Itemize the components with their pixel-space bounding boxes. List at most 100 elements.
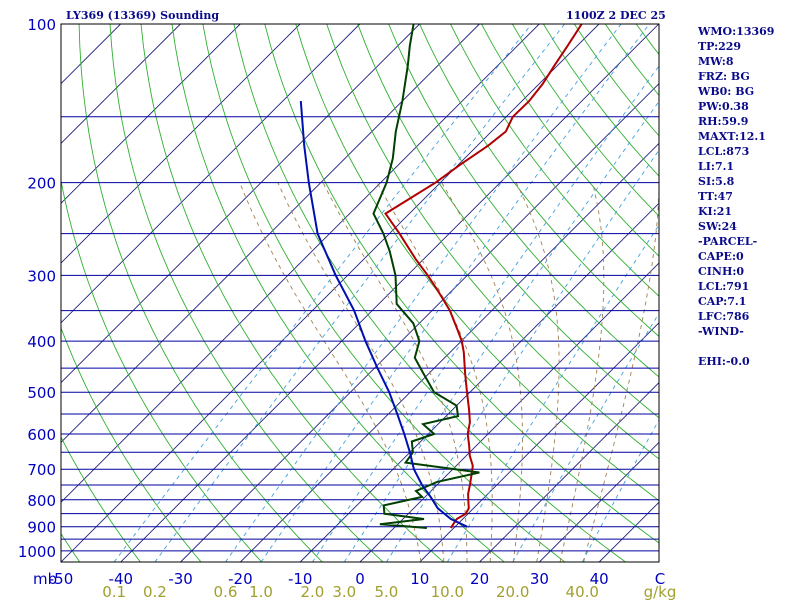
mixing-ratio-line (225, 24, 622, 562)
pressure-tick-label: 100 (27, 16, 56, 34)
isotherm-line (120, 24, 659, 562)
temperature-tick-label: 10 (410, 570, 429, 588)
temperature-tick-label: -10 (288, 570, 313, 588)
mixing-ratio-label: 2.0 (301, 583, 325, 600)
isotherm-line (61, 24, 301, 264)
pressure-tick-label: 700 (27, 461, 56, 479)
mixing-ratio-label: 20.0 (496, 583, 529, 600)
temperature-axis-labels: -50 -40 -30 -20 -10 0 10 20 30 40 C (49, 570, 665, 588)
isotherm-line (61, 24, 480, 444)
moist-adiabat-line (515, 182, 560, 562)
mixing-ratio-label: 0.6 (214, 583, 238, 600)
moist-adiabat-line (239, 182, 422, 562)
dry-adiabat-line (61, 178, 263, 562)
chart-title: LY369 (13369) Sounding (66, 9, 220, 22)
pressure-axis-labels: 100 200 300 400 500 600 700 800 900 1000 mb (18, 16, 57, 588)
isobar-lines (61, 24, 659, 562)
isotherm-line (180, 82, 659, 562)
mixing-ratio-label: 3.0 (332, 583, 356, 600)
temperature-tick-label: -20 (228, 570, 253, 588)
dry-adiabat-line (109, 24, 384, 562)
parcel-trace (299, 100, 468, 528)
stat-item: KI:21 (698, 205, 733, 218)
mixing-ratio-unit-label: g/kg (644, 583, 677, 600)
pressure-tick-label: 200 (27, 175, 56, 193)
stat-item: -PARCEL- (698, 235, 758, 248)
dry-adiabat-line (61, 326, 202, 562)
stat-item: MW:8 (698, 55, 734, 68)
temperature-tick-label: -50 (49, 570, 74, 588)
isotherm-line (359, 262, 659, 562)
dry-adiabat-line (264, 24, 659, 544)
stat-item: CAPE:0 (698, 250, 744, 263)
isotherm-line (479, 381, 659, 562)
mixing-ratio-line (581, 419, 659, 562)
stat-item: FRZ: BG (698, 70, 750, 83)
moist-adiabat-line (441, 182, 523, 562)
moist-adiabat-line (559, 182, 605, 562)
mixing-ratio-line (512, 312, 659, 562)
temperature-tick-label: 40 (590, 570, 609, 588)
isotherm-line (61, 24, 361, 324)
pressure-tick-label: 800 (27, 492, 56, 510)
pressure-tick-label: 900 (27, 519, 56, 537)
moist-adiabat-line (322, 182, 468, 562)
mixing-ratio-line (386, 149, 659, 562)
pressure-tick-label: 400 (27, 333, 56, 351)
isotherm-line (61, 24, 181, 145)
pressure-tick-label: 300 (27, 267, 56, 285)
plot-frame (60, 23, 660, 563)
isotherm-line (539, 441, 659, 562)
pressure-unit-label: mb (33, 570, 57, 588)
pressure-tick-label: 500 (27, 384, 56, 402)
isotherm-line (61, 24, 420, 384)
stat-item: SW:24 (698, 220, 737, 233)
sounding-traces (299, 24, 583, 529)
isotherm-line (61, 24, 540, 503)
temperature-unit-label: C (655, 570, 665, 588)
isotherm-line (0, 24, 1, 562)
dry-adiabat-line (419, 24, 659, 338)
stat-item: CINH:0 (698, 265, 745, 278)
isotherm-line (61, 24, 121, 85)
mixing-ratio-line (343, 100, 659, 562)
temperature-tick-label: 20 (470, 570, 489, 588)
stat-item: LCL:791 (698, 280, 750, 293)
stat-item: TT:47 (698, 190, 733, 203)
stat-item: LI:7.1 (698, 160, 735, 173)
isotherm-line (240, 142, 659, 562)
stat-item: LCL:873 (698, 145, 750, 158)
mixing-ratio-line (154, 24, 565, 562)
mixing-ratio-line (260, 24, 650, 562)
isotherm-line (61, 24, 600, 562)
mixing-ratio-label: 10.0 (431, 583, 464, 600)
stat-item: PW:0.38 (698, 100, 749, 113)
dry-adiabat-line (78, 24, 323, 562)
dry-adiabat-line (61, 532, 81, 562)
mixing-ratio-labels: 0.1 0.2 0.6 1.0 2.0 3.0 5.0 10.0 20.0 40.0 g/kg (102, 583, 676, 600)
temperature-trace (384, 24, 583, 529)
stat-item: TP:229 (698, 40, 742, 53)
mixing-ratio-label: 1.0 (249, 583, 273, 600)
mixing-ratio-label: 0.2 (143, 583, 167, 600)
isotherm-line (61, 24, 241, 204)
isotherm-line (61, 24, 62, 25)
dry-adiabat-line (295, 24, 659, 502)
dry-adiabat-line (388, 24, 659, 378)
dewpoint-trace (372, 24, 480, 529)
mixing-ratio-label: 40.0 (566, 583, 599, 600)
valid-time: 1100Z 2 DEC 25 (566, 9, 666, 22)
stat-item: WB0: BG (698, 85, 755, 98)
temperature-tick-label: 0 (355, 570, 365, 588)
moist-adiabat-line (583, 182, 659, 562)
isotherm-line (419, 322, 659, 562)
stat-item: MAXT:12.1 (698, 130, 766, 143)
stat-item: LFC:786 (698, 310, 750, 323)
mixing-ratio-line (446, 224, 659, 562)
dry-adiabat-line (61, 436, 141, 562)
dry-adiabat-line (481, 24, 659, 257)
pressure-tick-label: 1000 (18, 543, 56, 561)
temperature-tick-label: -40 (109, 570, 134, 588)
stat-item: CAP:7.1 (698, 295, 747, 308)
